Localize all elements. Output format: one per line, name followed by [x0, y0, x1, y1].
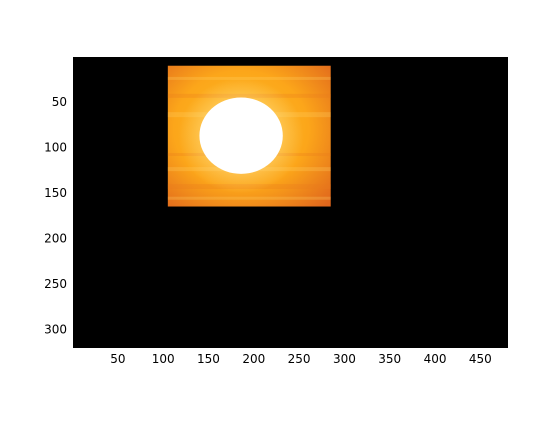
- cloud-streak: [167, 76, 331, 80]
- y-tick-label: 200: [44, 231, 67, 245]
- y-tick-label: 300: [44, 322, 67, 336]
- cloud-streak: [167, 196, 331, 200]
- x-tick-label: 50: [110, 352, 125, 366]
- x-tick-label: 100: [152, 352, 175, 366]
- x-axis-ticks: 50 100 150 200 250 300 350 400 450: [110, 344, 492, 366]
- x-tick-label: 450: [469, 352, 492, 366]
- y-axis-ticks: 50 100 150 200 250 300: [44, 95, 77, 336]
- x-tick-label: 350: [378, 352, 401, 366]
- x-tick-label: 150: [197, 352, 220, 366]
- x-tick-label: 300: [333, 352, 356, 366]
- y-tick-label: 50: [52, 95, 67, 109]
- y-tick-label: 250: [44, 277, 67, 291]
- x-tick-label: 250: [288, 352, 311, 366]
- y-tick-label: 100: [44, 140, 67, 154]
- x-tick-label: 200: [242, 352, 265, 366]
- sun-disc: [199, 97, 283, 174]
- x-tick-label: 400: [424, 352, 447, 366]
- sun-image: [167, 65, 331, 207]
- y-tick-label: 150: [44, 186, 67, 200]
